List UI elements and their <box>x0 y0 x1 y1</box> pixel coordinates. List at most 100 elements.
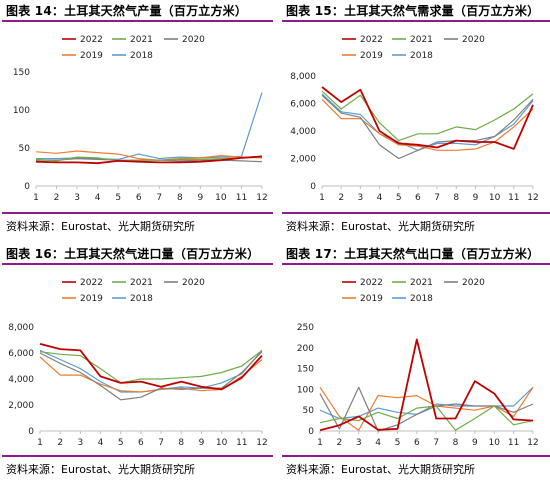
legend-label: 2018 <box>410 294 433 304</box>
legend-item-2020: 2020 <box>164 278 205 288</box>
x-tick-label: 7 <box>156 193 162 203</box>
source-divider <box>282 455 550 457</box>
x-tick-label: 10 <box>215 193 227 203</box>
x-tick-label: 12 <box>256 193 267 203</box>
x-tick-label: 9 <box>197 193 203 203</box>
chart-panel-imports: 图表 16：土耳其天然气进口量（百万立方米） 2022 2021 2020 2019 2… <box>0 243 275 486</box>
series-lines <box>35 92 263 165</box>
x-tick-label: 9 <box>199 438 205 448</box>
x-tick-label: 8 <box>453 438 459 448</box>
series-line-2021 <box>319 405 534 431</box>
series-line-2018 <box>321 93 534 151</box>
source-divider <box>2 455 273 457</box>
chart-source: 资料来源：Eurostat、光大期货研究所 <box>6 463 196 476</box>
x-tick-label: 5 <box>115 193 121 203</box>
y-axis: 0 2,000 4,000 6,000 8,000 <box>8 323 34 437</box>
x-tick-label: 5 <box>118 438 124 448</box>
x-tick-label: 2 <box>336 438 342 448</box>
x-tick-label: 4 <box>98 438 104 448</box>
legend-item-2019: 2019 <box>62 294 103 304</box>
y-tick-label: 6,000 <box>290 100 316 110</box>
legend-item-2022: 2022 <box>62 35 103 45</box>
chart-panel-demand: 图表 15：土耳其天然气需求量（百万立方米） 2022 2021 2020 2019 2… <box>280 0 550 243</box>
series-line-2019 <box>39 356 263 393</box>
legend-label: 2020 <box>462 35 485 45</box>
legend-label: 2018 <box>410 51 433 61</box>
series-line-2020 <box>319 386 534 432</box>
y-tick-label: 0 <box>28 427 34 437</box>
chart-panel-exports: 图表 17：土耳其天然气出口量（百万立方米） 2022 2021 2020 2019 2… <box>280 243 550 486</box>
y-tick-label: 4,000 <box>290 127 316 137</box>
series-line-2022 <box>319 338 534 432</box>
chart-title: 图表 15：土耳其天然气需求量（百万立方米） <box>286 4 540 18</box>
chart-title: 图表 14：土耳其天然气产量（百万立方米） <box>6 4 248 18</box>
legend-label: 2021 <box>410 278 433 288</box>
legend: 2022 2021 2020 2019 2018 <box>342 278 485 304</box>
x-tick-label: 3 <box>74 193 80 203</box>
x-axis: 1 2 3 4 5 6 7 8 9 10 11 12 <box>319 185 539 203</box>
x-tick-label: 10 <box>489 193 501 203</box>
x-tick-label: 6 <box>138 438 144 448</box>
x-tick-label: 3 <box>77 438 83 448</box>
x-tick-label: 8 <box>178 438 184 448</box>
legend-label: 2020 <box>182 278 205 288</box>
series-line-2018 <box>36 92 263 160</box>
x-tick-label: 2 <box>338 193 344 203</box>
legend-item-2020: 2020 <box>444 278 485 288</box>
legend-label: 2020 <box>182 35 205 45</box>
legend-label: 2020 <box>462 278 485 288</box>
y-tick-label: 0 <box>24 182 30 192</box>
x-tick-label: 1 <box>37 438 43 448</box>
x-tick-label: 7 <box>434 193 440 203</box>
y-tick-label: 100 <box>297 385 314 395</box>
x-tick-label: 5 <box>395 438 401 448</box>
legend-item-2020: 2020 <box>164 35 205 45</box>
title-divider <box>2 263 273 265</box>
legend-item-2019: 2019 <box>342 294 383 304</box>
series-line-2021 <box>35 156 263 162</box>
legend-item-2018: 2018 <box>392 294 433 304</box>
x-tick-label: 3 <box>356 438 362 448</box>
x-tick-label: 10 <box>216 438 228 448</box>
y-tick-label: 8,000 <box>8 323 34 333</box>
legend-label: 2019 <box>360 51 383 61</box>
x-tick-label: 6 <box>136 193 142 203</box>
series-line-2019 <box>321 98 534 151</box>
legend-item-2021: 2021 <box>392 35 433 45</box>
x-tick-label: 6 <box>414 438 420 448</box>
title-divider <box>282 263 550 265</box>
x-tick-label: 11 <box>508 193 519 203</box>
legend-label: 2018 <box>130 51 153 61</box>
legend-item-2020: 2020 <box>444 35 485 45</box>
chart-source: 资料来源：Eurostat、光大期货研究所 <box>286 220 476 233</box>
x-tick-label: 9 <box>472 438 478 448</box>
chart-title: 图表 17：土耳其天然气出口量（百万立方米） <box>286 247 540 261</box>
source-divider <box>282 212 550 214</box>
legend-item-2021: 2021 <box>112 278 153 288</box>
chart-source: 资料来源：Eurostat、光大期货研究所 <box>6 220 196 233</box>
x-tick-label: 2 <box>57 438 63 448</box>
x-tick-label: 4 <box>95 193 101 203</box>
series-line-2020 <box>321 94 534 160</box>
series-lines <box>319 338 534 432</box>
y-tick-label: 50 <box>19 144 31 154</box>
x-tick-label: 11 <box>508 438 519 448</box>
y-tick-label: 150 <box>297 365 314 375</box>
y-tick-label: 6,000 <box>8 349 34 359</box>
x-tick-label: 12 <box>256 438 267 448</box>
y-tick-label: 8,000 <box>290 72 316 82</box>
x-tick-label: 11 <box>236 193 247 203</box>
legend-item-2022: 2022 <box>342 278 383 288</box>
legend-label: 2022 <box>80 35 103 45</box>
x-axis: 1 2 3 4 5 6 7 8 9 10 11 12 <box>33 185 268 203</box>
x-tick-label: 1 <box>319 193 325 203</box>
title-divider <box>282 20 550 22</box>
legend-label: 2021 <box>410 35 433 45</box>
line-chart-demand: 2022 2021 2020 2019 2018 0 2,000 4,000 6,000 8,00… <box>290 35 539 203</box>
legend: 2022 2021 2020 2019 2018 <box>342 35 485 61</box>
legend-item-2018: 2018 <box>392 51 433 61</box>
legend-label: 2021 <box>130 278 153 288</box>
x-tick-label: 7 <box>433 438 439 448</box>
chart-source: 资料来源：Eurostat、光大期货研究所 <box>286 463 476 476</box>
